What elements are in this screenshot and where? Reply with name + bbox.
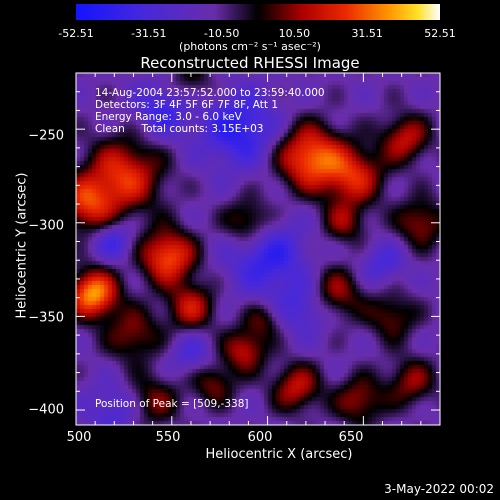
time-range-label: 14-Aug-2004 23:57:52.000 to 23:59:40.000 [95, 87, 325, 99]
colorbar-tick: 31.51 [351, 27, 383, 40]
energy-range-label: Energy Range: 3.0 - 6.0 keV [95, 111, 242, 123]
total-counts-label: Clean Total counts: 3.15E+03 [95, 123, 264, 135]
plot-frame [75, 72, 441, 426]
y-tick-label: −350 [28, 310, 64, 326]
peak-position-label: Position of Peak = [509,-338] [95, 398, 249, 410]
colorbar-tick: 10.50 [278, 27, 311, 40]
x-tick-label: 600 [247, 430, 273, 445]
colorbar-tick: 52.51 [424, 27, 456, 40]
axis-ticks [75, 72, 441, 425]
x-tick-label: 650 [338, 430, 364, 445]
y-tick-label: −250 [28, 128, 64, 144]
y-tick-label: −400 [28, 402, 64, 418]
colorbar-tick: -10.50 [203, 27, 240, 40]
x-tick-label: 550 [155, 430, 181, 445]
colorbar-tick: -52.51 [58, 27, 94, 40]
date-stamp: 3-May-2022 00:02 [384, 482, 494, 496]
heatmap-image [76, 73, 440, 425]
x-axis-label: Heliocentric X (arcsec) [205, 447, 353, 462]
chart-title: Reconstructed RHESSI Image [140, 54, 360, 72]
x-tick-label: 500 [66, 430, 92, 445]
detectors-label: Detectors: 3F 4F 5F 6F 7F 8F, Att 1 [95, 99, 279, 111]
y-axis-label: Heliocentric Y (arcsec) [14, 172, 30, 319]
y-tick-label: −300 [28, 218, 64, 234]
colorbar-units: (photons cm⁻² s⁻¹ asec⁻²) [179, 40, 321, 53]
colorbar [76, 4, 440, 20]
colorbar-tick: -31.51 [131, 27, 167, 40]
